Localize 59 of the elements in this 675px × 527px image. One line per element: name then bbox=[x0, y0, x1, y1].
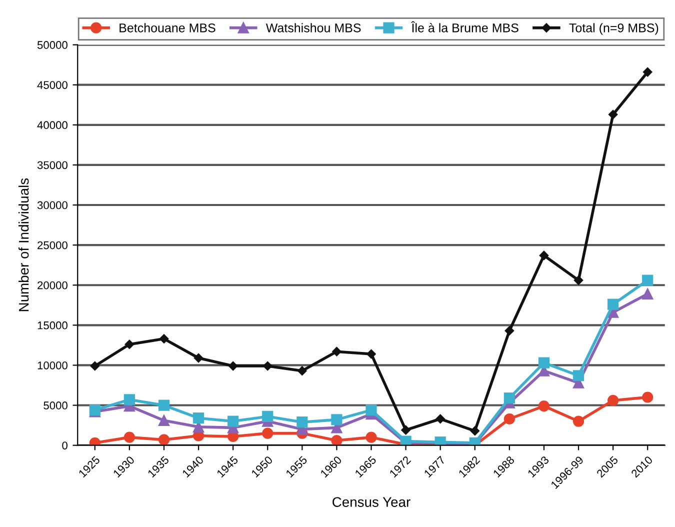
point bbox=[331, 414, 342, 426]
point bbox=[366, 404, 377, 416]
y-tick-label: 30000 bbox=[37, 201, 68, 210]
legend-label: Île à la Brume MBS bbox=[410, 21, 518, 32]
point bbox=[262, 428, 274, 439]
point bbox=[124, 432, 135, 443]
y-axis-title: Number of Individuals bbox=[18, 178, 29, 312]
point bbox=[642, 274, 654, 286]
point bbox=[262, 361, 272, 371]
y-tick-label: 35000 bbox=[37, 161, 68, 170]
point bbox=[572, 370, 584, 382]
point bbox=[504, 413, 515, 424]
point bbox=[436, 414, 445, 424]
point bbox=[642, 288, 654, 300]
point bbox=[642, 392, 654, 403]
point bbox=[366, 432, 377, 443]
point bbox=[331, 434, 342, 446]
x-axis-title: Census Year bbox=[332, 497, 410, 507]
point bbox=[158, 434, 170, 446]
y-tick-label: 50000 bbox=[37, 41, 68, 49]
point bbox=[228, 361, 238, 371]
y-tick-label: 45000 bbox=[37, 81, 68, 89]
point bbox=[608, 110, 618, 120]
legend-label: Watshishou MBS bbox=[266, 23, 361, 32]
point bbox=[572, 416, 584, 427]
point bbox=[158, 414, 170, 426]
y-tick-label: 5000 bbox=[44, 402, 68, 410]
point bbox=[470, 426, 480, 436]
point bbox=[401, 425, 410, 435]
point bbox=[228, 416, 239, 427]
point bbox=[608, 298, 619, 310]
point bbox=[192, 412, 204, 424]
y-tick-label: 25000 bbox=[38, 241, 68, 250]
y-tick-label: 20000 bbox=[38, 281, 68, 290]
point bbox=[124, 340, 134, 350]
point bbox=[159, 334, 169, 344]
y-tick-label: 40000 bbox=[37, 121, 68, 130]
legend-label: Total (n=9 MBS) bbox=[569, 23, 658, 35]
y-tick-label: 15000 bbox=[38, 321, 68, 330]
point bbox=[642, 67, 652, 77]
point bbox=[366, 349, 376, 359]
point bbox=[504, 326, 514, 336]
point bbox=[158, 400, 170, 411]
legend-label: Betchouane MBS bbox=[120, 23, 216, 32]
point bbox=[608, 394, 619, 406]
point bbox=[504, 392, 515, 404]
point bbox=[539, 250, 549, 260]
point bbox=[332, 346, 342, 356]
y-tick-label: 10000 bbox=[38, 361, 68, 370]
y-tick-label: 0 bbox=[62, 442, 68, 450]
point bbox=[538, 357, 550, 368]
point bbox=[262, 410, 274, 422]
point bbox=[298, 366, 307, 376]
point bbox=[574, 276, 584, 285]
point bbox=[124, 394, 135, 406]
point bbox=[538, 400, 550, 412]
point bbox=[194, 353, 204, 363]
point bbox=[90, 361, 100, 371]
point bbox=[296, 416, 308, 428]
